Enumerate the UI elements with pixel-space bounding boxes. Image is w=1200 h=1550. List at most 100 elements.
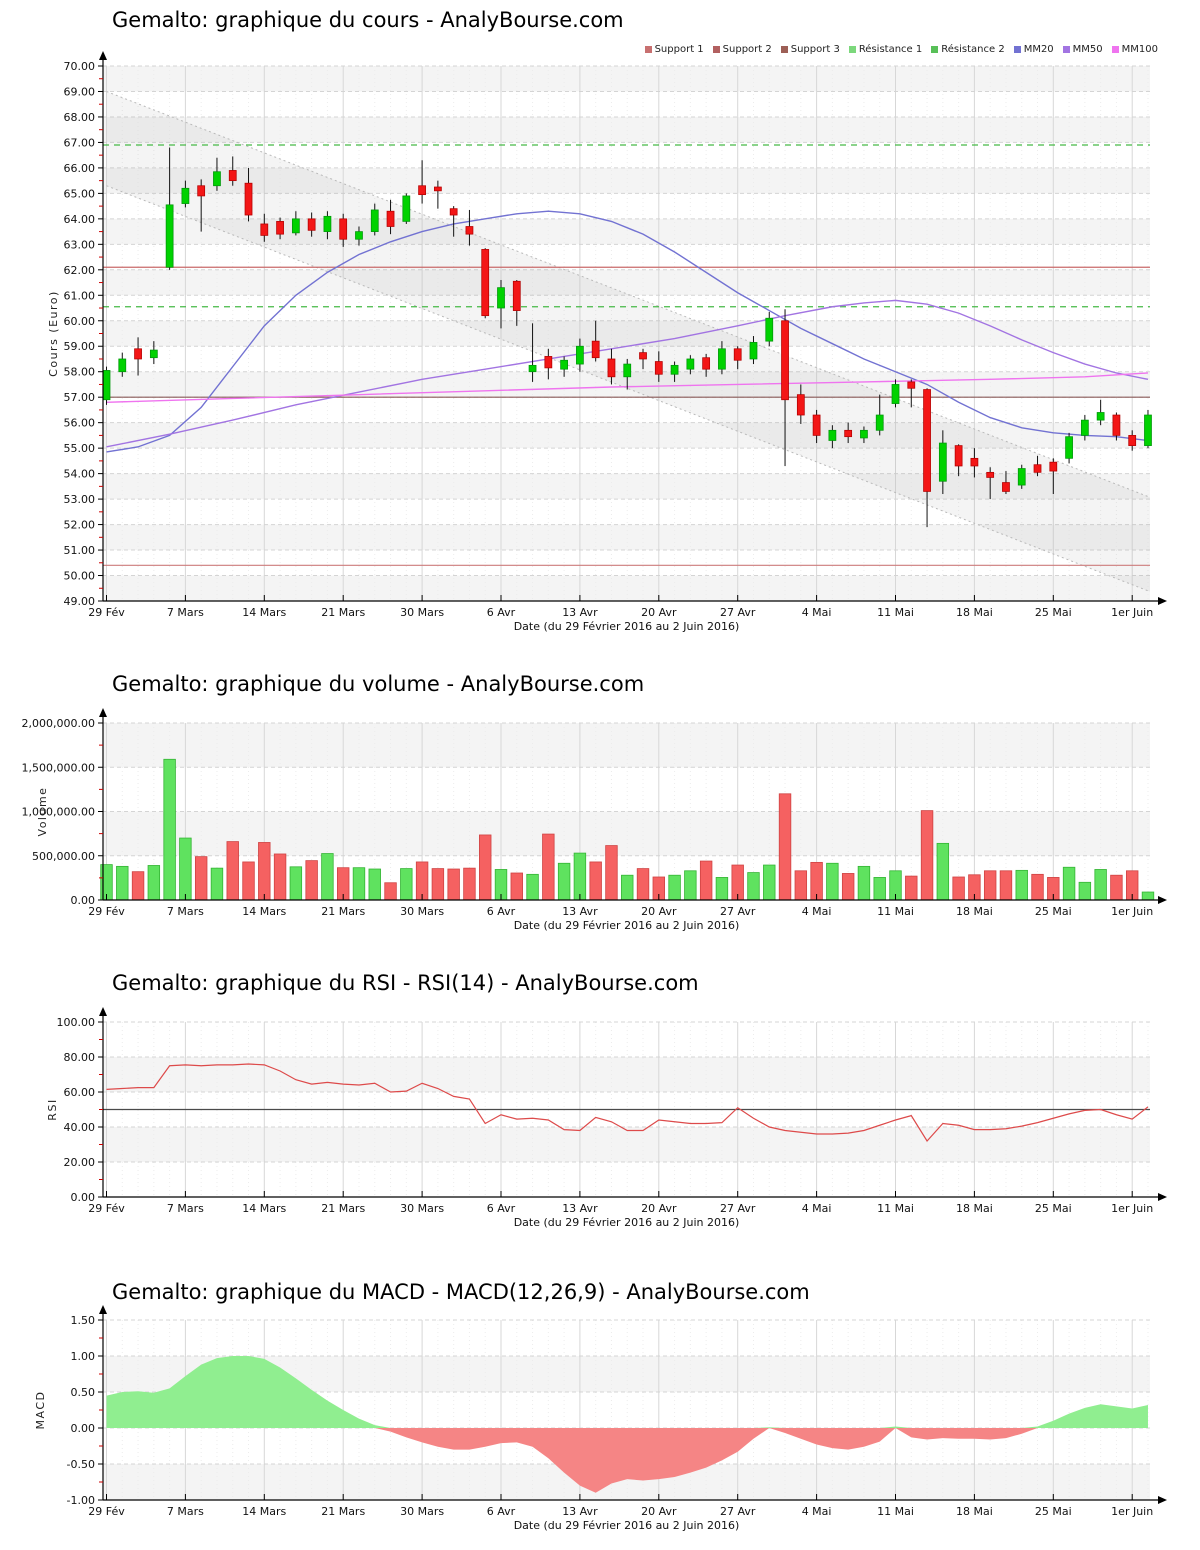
svg-text:1.50: 1.50 <box>71 1314 96 1327</box>
svg-text:49.00: 49.00 <box>64 595 96 608</box>
y-ticks: 0.00 20.00 40.00 60.00 80.00 100.00 <box>57 1016 103 1204</box>
macd-chart-title: Gemalto: graphique du MACD - MACD(12,26,… <box>112 1280 810 1304</box>
svg-text:Date (du 29 Février 2016 au 2: Date (du 29 Février 2016 au 2 Juin 2016) <box>514 620 740 633</box>
macd-chart-section: Gemalto: graphique du MACD - MACD(12,26,… <box>0 1252 1200 1550</box>
svg-text:0.50: 0.50 <box>71 1386 96 1399</box>
y-axis-title: Cours (Euro) <box>47 290 60 377</box>
svg-text:6 Avr: 6 Avr <box>487 1505 516 1518</box>
svg-text:52.00: 52.00 <box>64 519 96 532</box>
svg-text:7 Mars: 7 Mars <box>167 606 204 619</box>
volume-chart-title: Gemalto: graphique du volume - AnalyBour… <box>112 672 645 696</box>
rsi-line <box>106 1063 1149 1142</box>
legend-item-résistance-2: Résistance 2 <box>931 44 1005 55</box>
svg-text:27 Avr: 27 Avr <box>720 1505 756 1518</box>
svg-text:1er Juin: 1er Juin <box>1111 606 1153 619</box>
macd-negative-area <box>106 1428 1148 1493</box>
x-ticks: 29 Fév 7 Mars 14 Mars 21 Mars 30 Mars 6 Avr 13… <box>88 595 1153 619</box>
legend-label: Résistance 1 <box>858 44 923 55</box>
svg-text:27 Avr: 27 Avr <box>720 905 756 918</box>
x-axis-title: Date (du 29 Février 2016 au 2 Juin 2016) <box>514 620 740 633</box>
volume-chart-section: Gemalto: graphique du volume - AnalyBour… <box>0 658 1200 955</box>
svg-text:29 Fév: 29 Fév <box>88 1202 125 1215</box>
svg-text:25 Mai: 25 Mai <box>1035 1202 1072 1215</box>
svg-text:18 Mai: 18 Mai <box>956 905 993 918</box>
svg-text:2,000,000.00: 2,000,000.00 <box>22 717 95 730</box>
legend-swatch-icon <box>780 46 788 53</box>
legend-label: MM50 <box>1072 44 1103 55</box>
svg-text:21 Mars: 21 Mars <box>321 905 365 918</box>
svg-text:100.00: 100.00 <box>57 1016 96 1029</box>
price-chart-canvas: 49.00 50.00 51.00 52.00 53.00 54.00 55.00 56.00… <box>47 51 1167 633</box>
svg-text:6 Avr: 6 Avr <box>487 1202 516 1215</box>
svg-text:20 Avr: 20 Avr <box>641 905 677 918</box>
legend-item-mm20: MM20 <box>1013 44 1054 55</box>
legend-swatch-icon <box>712 46 720 53</box>
axes <box>99 51 1167 605</box>
svg-text:0.00: 0.00 <box>71 1422 96 1435</box>
svg-text:29 Fév: 29 Fév <box>88 606 125 619</box>
svg-text:21 Mars: 21 Mars <box>321 1505 365 1518</box>
x-axis-title: Date (du 29 Février 2016 au 2 Juin 2016) <box>514 1519 740 1532</box>
svg-text:1er Juin: 1er Juin <box>1111 905 1153 918</box>
svg-text:1,000,000.00: 1,000,000.00 <box>22 806 95 819</box>
svg-text:1er Juin: 1er Juin <box>1111 1505 1153 1518</box>
y-ticks: 49.00 50.00 51.00 52.00 53.00 54.00 55.00 56.00… <box>64 60 103 608</box>
svg-text:62.00: 62.00 <box>64 264 96 277</box>
ma-line-mm20 <box>106 210 1149 453</box>
svg-text:80.00: 80.00 <box>64 1051 96 1064</box>
svg-text:29 Fév: 29 Fév <box>88 905 125 918</box>
svg-text:13 Avr: 13 Avr <box>562 1505 598 1518</box>
svg-text:4 Mai: 4 Mai <box>802 606 832 619</box>
svg-text:11 Mai: 11 Mai <box>877 1505 914 1518</box>
x-axis-arrow <box>1158 896 1167 904</box>
svg-text:61.00: 61.00 <box>64 289 96 302</box>
legend-item-support-1: Support 1 <box>644 44 704 55</box>
svg-text:30 Mars: 30 Mars <box>400 606 444 619</box>
svg-text:29 Fév: 29 Fév <box>88 1505 125 1518</box>
legend-label: Support 2 <box>722 44 772 55</box>
y-axis-title: MACD <box>34 1391 47 1430</box>
svg-text:11 Mai: 11 Mai <box>877 1202 914 1215</box>
svg-text:Date (du 29 Février 2016 au 2: Date (du 29 Février 2016 au 2 Juin 2016) <box>514 1216 740 1229</box>
y-axis-arrow <box>99 51 107 60</box>
svg-text:57.00: 57.00 <box>64 391 96 404</box>
svg-text:25 Mai: 25 Mai <box>1035 1505 1072 1518</box>
svg-text:40.00: 40.00 <box>64 1121 96 1134</box>
svg-text:58.00: 58.00 <box>64 366 96 379</box>
svg-text:63.00: 63.00 <box>64 238 96 251</box>
svg-text:13 Avr: 13 Avr <box>562 905 598 918</box>
svg-text:66.00: 66.00 <box>64 162 96 175</box>
svg-text:69.00: 69.00 <box>64 85 96 98</box>
svg-text:1.00: 1.00 <box>71 1350 96 1363</box>
svg-text:RSI: RSI <box>46 1098 59 1120</box>
y-ticks: -1.00 -0.50 0.00 0.50 1.00 1.50 <box>67 1314 103 1507</box>
rsi-chart-section: Gemalto: graphique du RSI - RSI(14) - An… <box>0 955 1200 1252</box>
legend-swatch-icon <box>644 46 652 53</box>
legend-item-mm100: MM100 <box>1111 44 1158 55</box>
svg-text:27 Avr: 27 Avr <box>720 606 756 619</box>
zebra-stripes <box>103 723 1150 856</box>
legend-label: MM100 <box>1121 44 1158 55</box>
legend-swatch-icon <box>848 46 856 53</box>
legend-swatch-icon <box>1111 46 1119 53</box>
svg-text:20 Avr: 20 Avr <box>641 1202 677 1215</box>
svg-text:21 Mars: 21 Mars <box>321 606 365 619</box>
svg-text:6 Avr: 6 Avr <box>487 606 516 619</box>
svg-text:54.00: 54.00 <box>64 468 96 481</box>
price-chart-legend: Support 1 Support 2 Support 3 Résistance 1 R… <box>644 44 1158 55</box>
svg-text:13 Avr: 13 Avr <box>562 606 598 619</box>
svg-text:67.00: 67.00 <box>64 136 96 149</box>
svg-text:30 Mars: 30 Mars <box>400 1505 444 1518</box>
svg-text:1,500,000.00: 1,500,000.00 <box>22 761 95 774</box>
y-axis-arrow <box>99 1305 107 1314</box>
legend-item-résistance-1: Résistance 1 <box>848 44 923 55</box>
svg-text:13 Avr: 13 Avr <box>562 1202 598 1215</box>
svg-text:21 Mars: 21 Mars <box>321 1202 365 1215</box>
legend-label: Support 3 <box>790 44 840 55</box>
axes <box>99 1007 1167 1201</box>
candles <box>102 147 1152 528</box>
regression-channel <box>106 91 1151 593</box>
svg-text:60.00: 60.00 <box>64 1086 96 1099</box>
svg-text:30 Mars: 30 Mars <box>400 905 444 918</box>
